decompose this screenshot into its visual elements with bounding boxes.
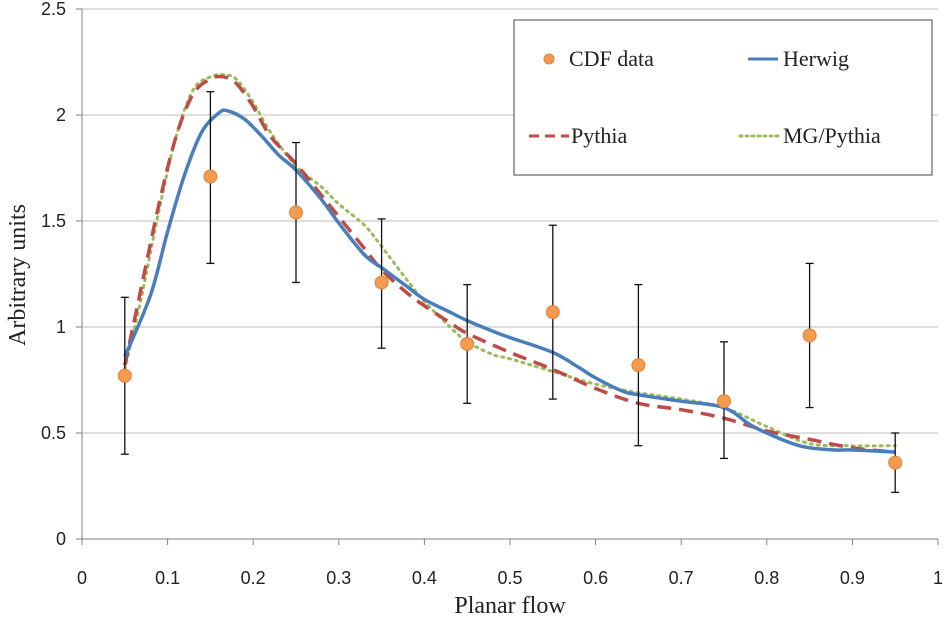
y-tick-label: 1 xyxy=(56,317,66,337)
data-point xyxy=(289,205,303,220)
x-tick-label: 0.9 xyxy=(840,568,865,588)
y-tick-label: 0.5 xyxy=(41,423,66,443)
x-tick-label: 0 xyxy=(77,568,87,588)
data-point xyxy=(117,368,132,383)
x-tick-label: 0.4 xyxy=(412,568,437,588)
legend: CDF data Herwig Pythia MG/Pythia xyxy=(513,19,933,176)
series-lines xyxy=(123,73,897,454)
data-point xyxy=(203,169,218,184)
legend-label-cdf: CDF data xyxy=(569,46,654,71)
series-line-mg-pythia xyxy=(123,73,897,448)
x-tick-labels: 0 0.1 0.2 0.3 0.4 0.5 0.6 0.7 0.8 0.9 1 xyxy=(77,568,943,588)
data-point xyxy=(888,455,903,470)
data-points xyxy=(117,169,903,470)
y-tick-label: 2.5 xyxy=(41,0,66,19)
legend-label-mgpythia: MG/Pythia xyxy=(783,123,881,148)
x-tick-label: 0.2 xyxy=(241,568,266,588)
data-point xyxy=(717,394,731,409)
legend-label-herwig: Herwig xyxy=(783,46,849,71)
data-point xyxy=(802,328,817,343)
y-tick-labels: 0 0.5 1 1.5 2 2.5 xyxy=(41,0,66,549)
series-line-herwig xyxy=(123,108,896,454)
x-tick-label: 0.8 xyxy=(754,568,779,588)
x-tick-label: 0.7 xyxy=(669,568,694,588)
y-tick-label: 0 xyxy=(56,529,66,549)
y-axis-title: Arbitrary units xyxy=(5,204,31,346)
legend-box xyxy=(513,19,933,176)
x-tick-label: 0.1 xyxy=(155,568,180,588)
legend-marker-cdf xyxy=(543,53,555,65)
data-point xyxy=(460,336,475,351)
data-point xyxy=(545,305,560,320)
x-tick-label: 0.6 xyxy=(583,568,608,588)
x-tick-label: 0.3 xyxy=(326,568,351,588)
axes xyxy=(76,8,939,545)
y-tick-label: 1.5 xyxy=(41,211,66,231)
x-axis-title: Planar flow xyxy=(454,593,566,618)
x-tick-label: 1 xyxy=(933,568,943,588)
data-point xyxy=(631,358,646,373)
x-tick-label: 0.5 xyxy=(497,568,522,588)
legend-label-pythia: Pythia xyxy=(571,123,627,148)
data-point xyxy=(374,275,389,290)
y-tick-label: 2 xyxy=(56,105,66,125)
